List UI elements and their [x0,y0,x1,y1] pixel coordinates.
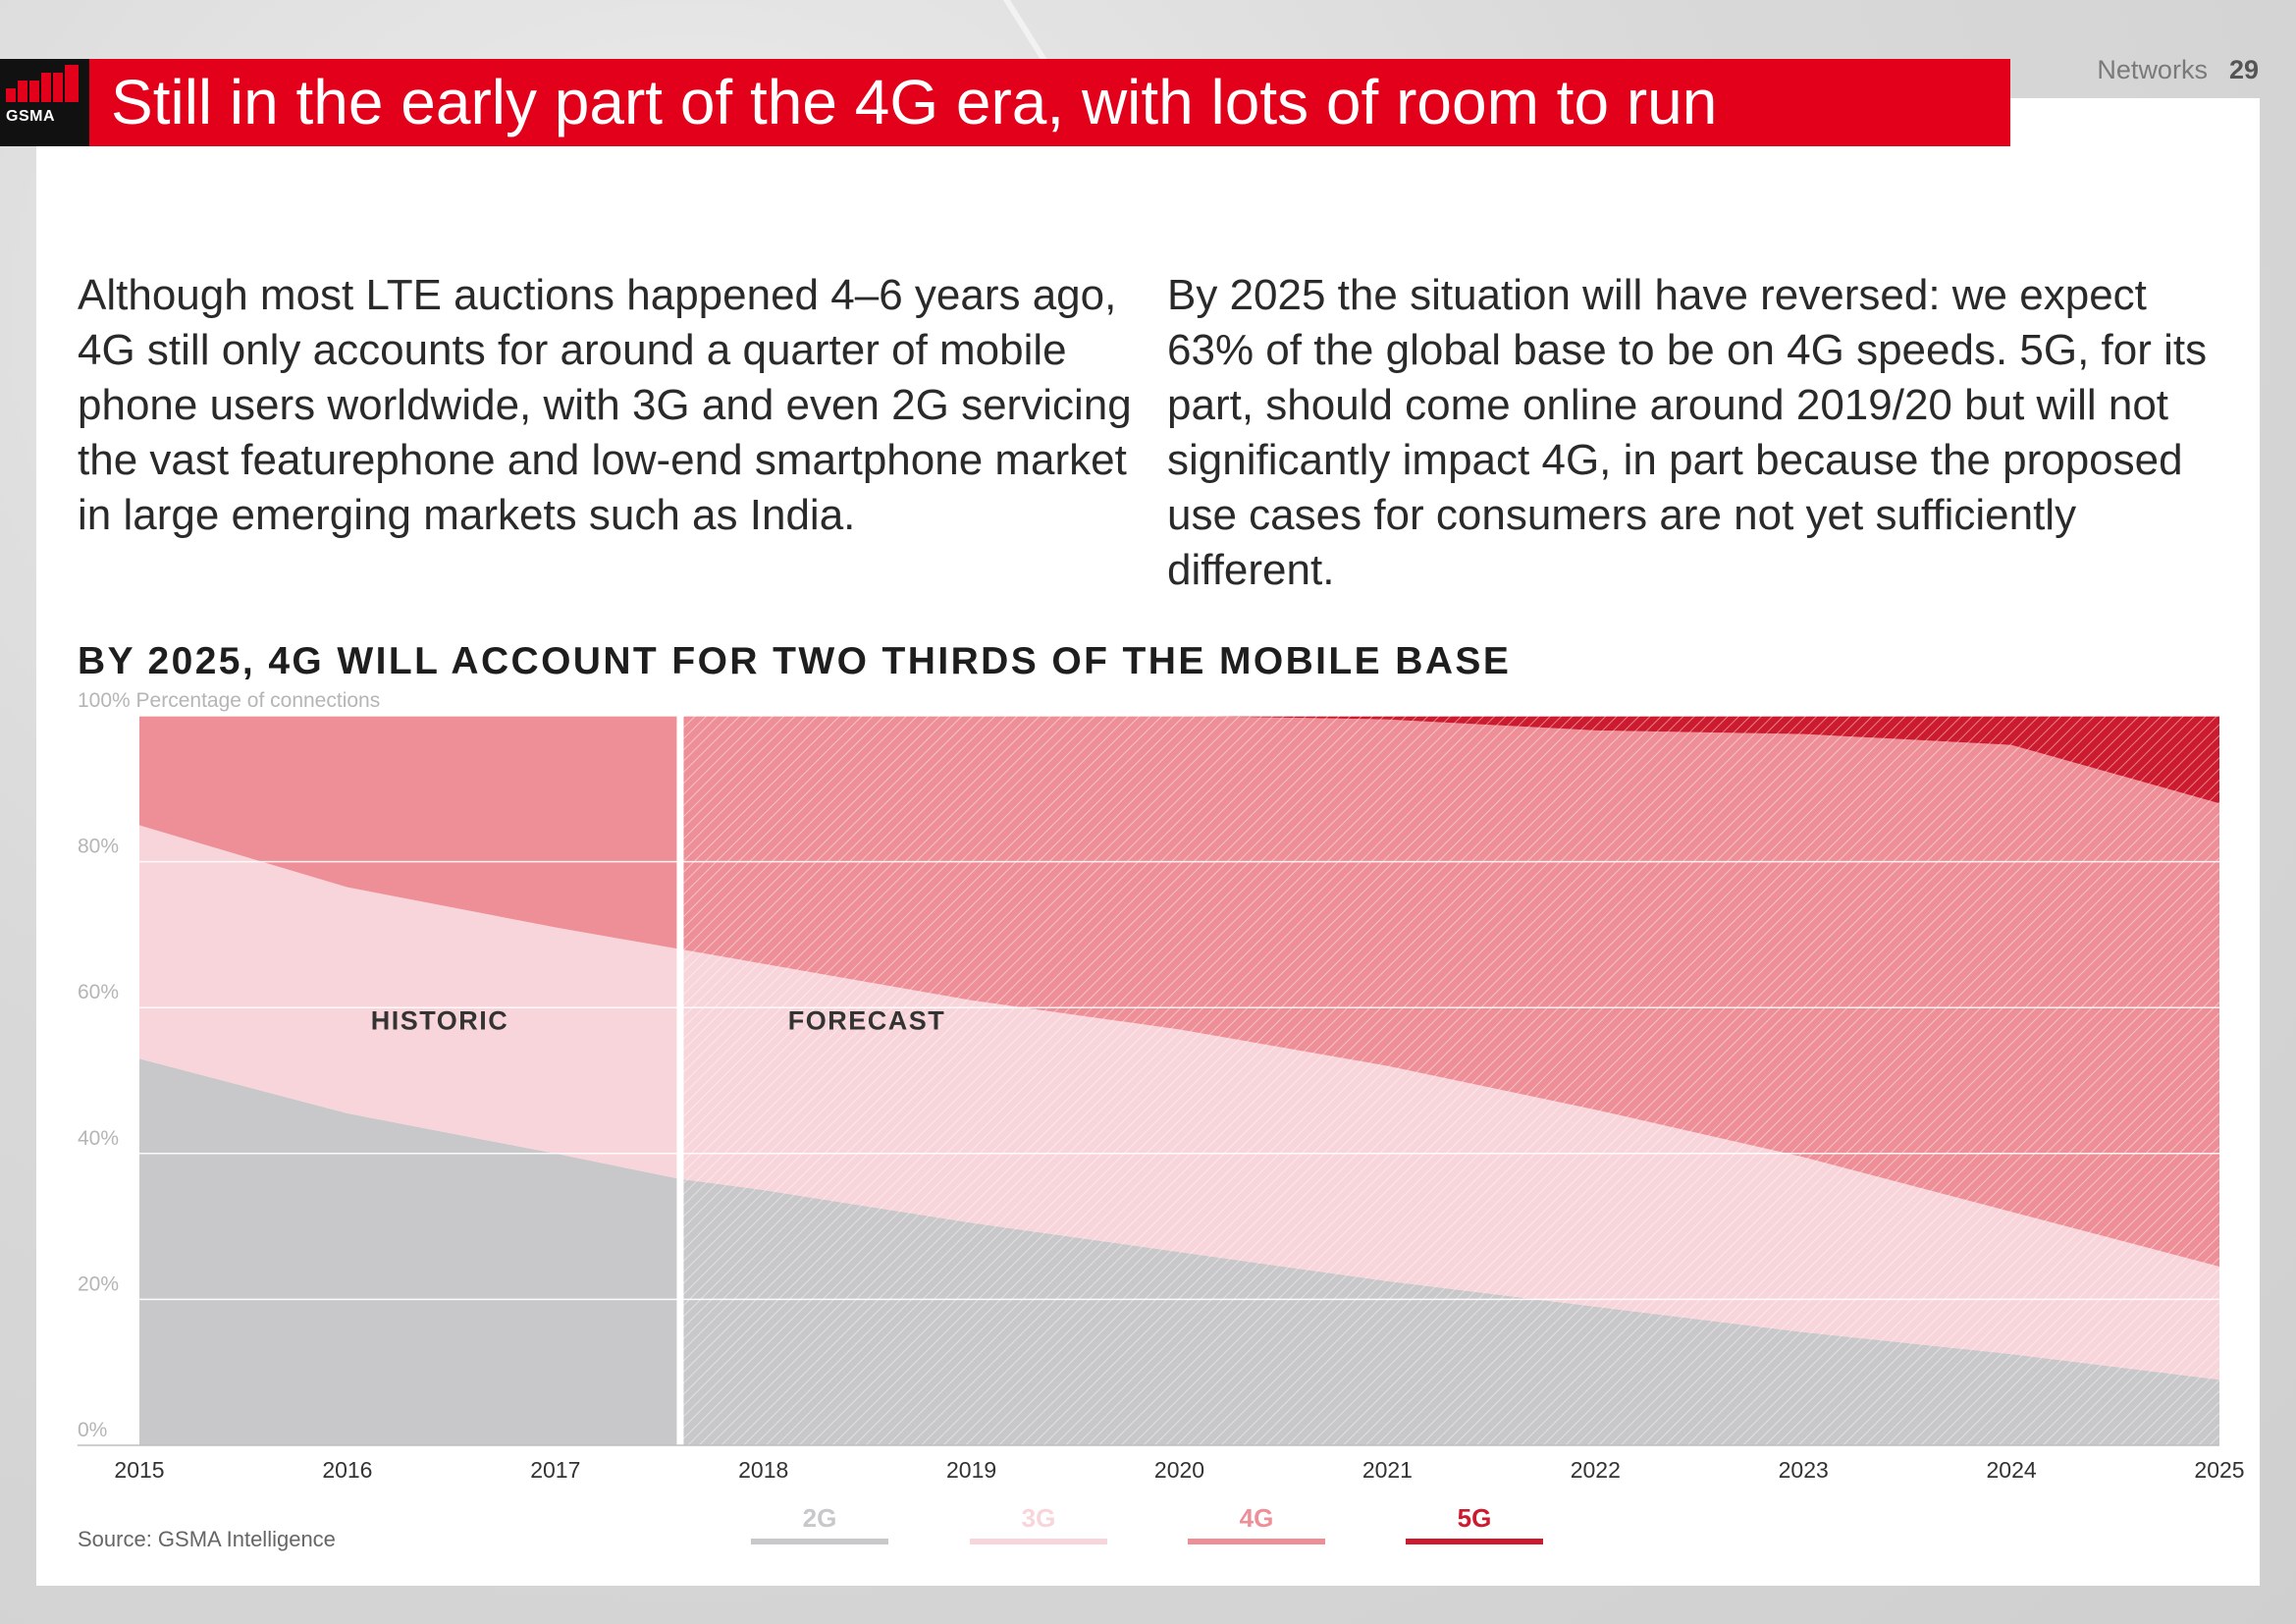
x-tick-label: 2019 [946,1457,996,1483]
intro-paragraph-left: Although most LTE auctions happened 4–6 … [78,271,1132,539]
logo-text: GSMA [6,108,55,125]
x-tick-label: 2023 [1779,1457,1829,1483]
x-tick-label: 2020 [1154,1457,1204,1483]
page-header: Networks 29 [2097,55,2259,85]
gsma-logo-bars-icon [6,65,79,102]
y-tick-label: 20% [78,1272,119,1295]
gsma-logo: GSMA [0,59,89,146]
x-tick-label: 2021 [1362,1457,1413,1483]
y-tick-label: 60% [78,981,119,1003]
legend-label-3g: 3G [1022,1503,1056,1533]
annotation-forecast: FORECAST [788,1005,946,1035]
legend-label-4g: 4G [1240,1503,1274,1533]
chart-title: BY 2025, 4G WILL ACCOUNT FOR TWO THIRDS … [78,640,1512,682]
y-tick-label: 0% [78,1419,107,1441]
x-tick-label: 2022 [1571,1457,1621,1483]
legend-label-2g: 2G [803,1503,837,1533]
x-tick-label: 2016 [322,1457,372,1483]
page-title: Still in the early part of the 4G era, w… [89,59,2010,146]
x-tick-label: 2017 [530,1457,580,1483]
x-tick-label: 2015 [114,1457,164,1483]
legend-swatch-5g [1406,1539,1543,1544]
x-tick-label: 2025 [2194,1457,2244,1483]
x-tick-label: 2018 [738,1457,788,1483]
legend-label-5g: 5G [1458,1503,1492,1533]
section-name: Networks [2097,55,2208,84]
source-note: Source: GSMA Intelligence [78,1527,336,1551]
annotation-historic: HISTORIC [371,1005,509,1035]
intro-paragraph-right: By 2025 the situation will have reversed… [1167,271,2208,594]
y-tick-label: 40% [78,1127,119,1150]
x-tick-label: 2024 [1987,1457,2037,1483]
y-tick-label: 80% [78,836,119,858]
legend-swatch-4g [1188,1539,1325,1544]
y-axis-label: 100% Percentage of connections [78,689,380,712]
legend-swatch-2g [751,1539,888,1544]
page-number: 29 [2228,55,2259,84]
forecast-hatch-overlay [679,716,2220,1445]
legend-swatch-3g [970,1539,1107,1544]
